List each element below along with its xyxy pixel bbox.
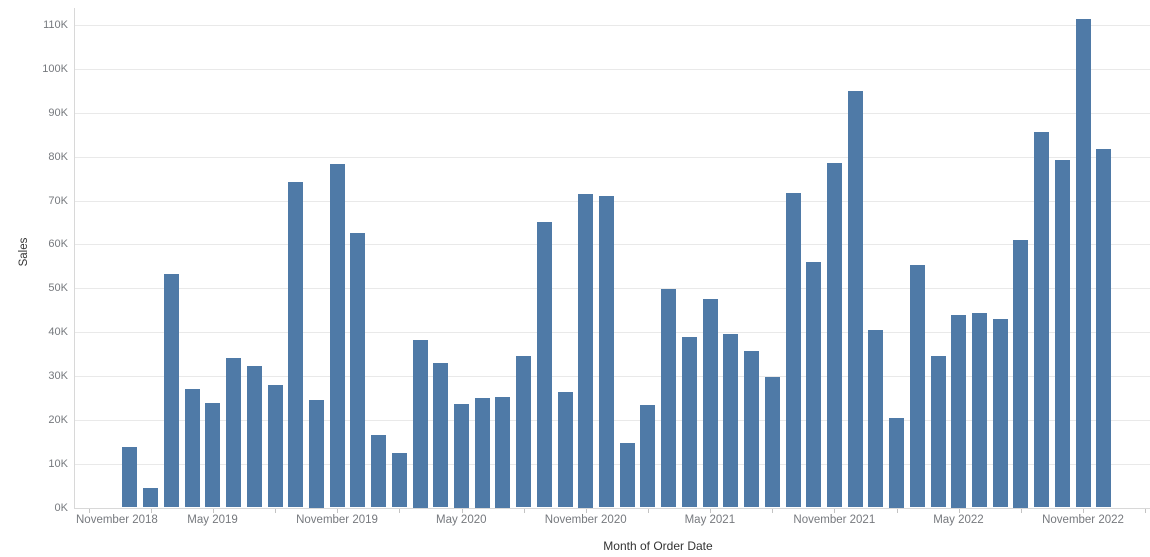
x-axis-minor-tick bbox=[585, 509, 587, 513]
bar-october-2019[interactable] bbox=[308, 400, 324, 508]
bar-november-2022[interactable] bbox=[1075, 18, 1091, 508]
bar-november-2020[interactable] bbox=[578, 193, 594, 508]
bar-october-2020[interactable] bbox=[557, 392, 573, 508]
x-axis-minor-tick bbox=[772, 509, 774, 513]
x-axis-title: Month of Order Date bbox=[603, 539, 713, 553]
bar-july-2019[interactable] bbox=[246, 365, 262, 508]
bar-october-2021[interactable] bbox=[806, 261, 822, 508]
y-axis-tick-label: 30K bbox=[48, 369, 68, 382]
bar-september-2019[interactable] bbox=[288, 182, 304, 508]
bar-december-2020[interactable] bbox=[599, 196, 614, 508]
gridline-90K bbox=[75, 112, 1150, 114]
x-axis-minor-tick bbox=[896, 509, 898, 513]
x-axis-minor-tick bbox=[275, 509, 276, 513]
bar-november-2021[interactable] bbox=[826, 163, 842, 508]
bar-april-2019[interactable] bbox=[184, 389, 200, 508]
x-axis-minor-tick bbox=[834, 509, 836, 513]
bar-april-2020[interactable] bbox=[433, 362, 449, 508]
bar-february-2022[interactable] bbox=[889, 418, 905, 508]
gridline-80K bbox=[75, 156, 1150, 158]
x-axis-minor-tick bbox=[399, 509, 401, 513]
x-axis-tick-label: May 2020 bbox=[436, 514, 487, 526]
x-axis-minor-tick bbox=[337, 509, 339, 513]
x-axis-minor-tick bbox=[88, 509, 90, 513]
bar-january-2022[interactable] bbox=[868, 329, 884, 508]
bar-february-2019[interactable] bbox=[143, 487, 159, 508]
y-axis-line bbox=[74, 8, 75, 508]
x-axis-minor-tick bbox=[461, 509, 463, 513]
bar-january-2021[interactable] bbox=[619, 442, 635, 508]
x-axis-minor-tick bbox=[958, 509, 960, 513]
y-axis-tick-label: 40K bbox=[48, 326, 68, 339]
bar-may-2022[interactable] bbox=[951, 314, 967, 508]
bar-june-2020[interactable] bbox=[474, 397, 490, 508]
x-axis-minor-tick bbox=[1020, 509, 1022, 513]
bar-may-2019[interactable] bbox=[205, 403, 221, 508]
y-axis-tick-label: 80K bbox=[48, 150, 68, 163]
x-axis-tick-label: May 2021 bbox=[684, 514, 736, 526]
x-axis-tick-label: November 2022 bbox=[1042, 514, 1124, 526]
y-axis-tick-label: 70K bbox=[48, 194, 68, 207]
bar-august-2020[interactable] bbox=[516, 356, 532, 508]
bar-june-2022[interactable] bbox=[972, 313, 987, 508]
x-axis-minor-tick bbox=[523, 509, 525, 513]
bar-march-2021[interactable] bbox=[661, 289, 677, 508]
bar-january-2019[interactable] bbox=[122, 447, 138, 508]
bar-june-2019[interactable] bbox=[226, 358, 241, 508]
bar-october-2022[interactable] bbox=[1054, 160, 1070, 508]
bar-july-2021[interactable] bbox=[744, 351, 759, 508]
y-axis-tick-label: 0K bbox=[54, 501, 68, 514]
bar-may-2020[interactable] bbox=[454, 404, 469, 508]
x-axis-tick-label: November 2018 bbox=[76, 514, 158, 526]
y-axis-tick-label: 20K bbox=[48, 413, 68, 426]
y-axis-title: Sales bbox=[18, 237, 30, 267]
x-axis-minor-tick bbox=[710, 509, 712, 513]
x-axis-minor-tick bbox=[1083, 509, 1085, 513]
x-axis-minor-tick bbox=[1145, 509, 1147, 513]
bar-august-2019[interactable] bbox=[267, 384, 283, 508]
bar-june-2021[interactable] bbox=[723, 333, 739, 508]
y-axis-tick-label: 100K bbox=[42, 62, 68, 75]
bar-september-2021[interactable] bbox=[785, 192, 801, 508]
gridline-110K bbox=[75, 25, 1150, 26]
y-axis-tick-label: 10K bbox=[48, 457, 68, 470]
bar-september-2020[interactable] bbox=[536, 222, 552, 508]
x-axis-minor-tick bbox=[212, 509, 214, 513]
bar-april-2022[interactable] bbox=[930, 355, 946, 508]
bar-march-2020[interactable] bbox=[412, 340, 428, 508]
bar-march-2019[interactable] bbox=[163, 273, 179, 508]
bar-april-2021[interactable] bbox=[681, 336, 697, 508]
bar-december-2022[interactable] bbox=[1096, 149, 1112, 508]
x-axis-tick-label: November 2020 bbox=[544, 514, 627, 526]
x-axis-tick-label: May 2019 bbox=[187, 514, 238, 526]
bar-july-2020[interactable] bbox=[495, 397, 511, 508]
bar-march-2022[interactable] bbox=[909, 265, 925, 508]
gridline-100K bbox=[75, 68, 1150, 70]
y-axis-tick-label: 60K bbox=[48, 238, 68, 251]
bar-february-2020[interactable] bbox=[391, 452, 407, 508]
bar-july-2022[interactable] bbox=[992, 319, 1008, 508]
x-axis-tick-label: November 2021 bbox=[793, 514, 876, 526]
y-axis-tick-label: 110K bbox=[43, 19, 68, 31]
bar-august-2022[interactable] bbox=[1013, 239, 1029, 508]
y-axis-tick-label: 50K bbox=[48, 282, 68, 295]
bar-september-2022[interactable] bbox=[1034, 131, 1050, 508]
bar-february-2021[interactable] bbox=[640, 405, 656, 508]
y-axis-tick-label: 90K bbox=[48, 106, 68, 119]
bar-august-2021[interactable] bbox=[764, 377, 780, 508]
bar-november-2019[interactable] bbox=[329, 163, 345, 508]
bar-december-2021[interactable] bbox=[847, 90, 863, 508]
x-axis-line bbox=[74, 508, 1150, 509]
x-axis-minor-tick bbox=[150, 509, 152, 513]
bar-may-2021[interactable] bbox=[702, 299, 718, 508]
x-axis-tick-label: November 2019 bbox=[296, 514, 378, 526]
bar-december-2019[interactable] bbox=[350, 232, 366, 508]
x-axis-tick-label: May 2022 bbox=[933, 514, 984, 526]
bar-january-2020[interactable] bbox=[371, 434, 387, 508]
x-axis-minor-tick bbox=[647, 509, 649, 513]
